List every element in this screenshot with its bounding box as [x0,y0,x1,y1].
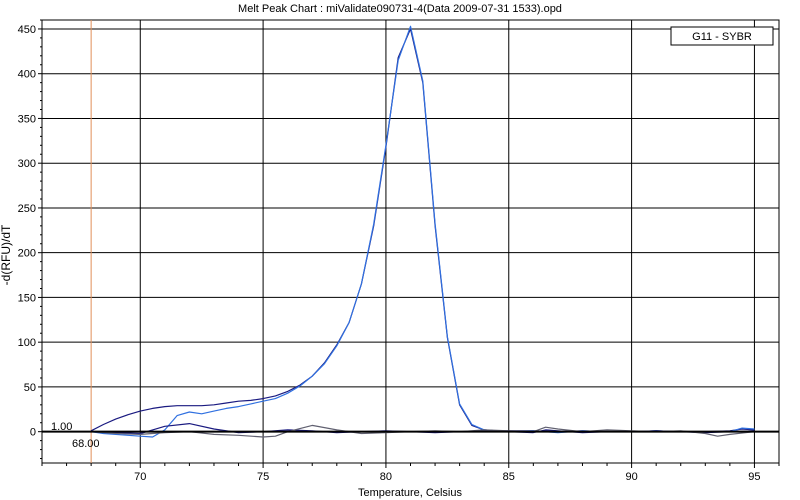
x-tick-label: 90 [625,471,637,483]
x-tick-label: 80 [380,471,392,483]
y-tick-label: 200 [18,248,36,260]
plot-area [41,19,780,464]
axes: 0 50 100 150 200 250 300 350 400 450 70 75 80 85 90 95 [18,19,780,483]
x-axis-label: Temperature, Celsius [358,487,462,499]
y-tick-label: 400 [18,69,36,81]
plot-frame [41,19,780,464]
grid-lines [42,20,779,463]
legend-entry: G11 - SYBR [692,31,752,43]
legend: G11 - SYBR [670,26,774,46]
y-tick-label: 450 [18,24,36,36]
start-temp-label: 68.00 [72,438,100,450]
y-tick-label: 150 [18,292,36,304]
series-layer [42,25,779,438]
x-tick-label: 75 [257,471,269,483]
x-tick-label: 85 [503,471,515,483]
legend-frame [670,26,774,46]
y-axis-label: -d(RFU)/dT [0,224,13,285]
threshold-label: 1.00 [51,421,72,433]
y-tick-label: 100 [18,337,36,349]
y-tick-label: 350 [18,113,36,125]
y-tick-label: 300 [18,158,36,170]
x-tick-label: 70 [134,471,146,483]
y-tick-label: 50 [24,382,36,394]
chart-title: Melt Peak Chart : miValidate090731-4(Dat… [238,3,562,15]
y-tick-label: 0 [30,427,36,439]
x-tick-label: 95 [748,471,760,483]
y-tick-label: 250 [18,203,36,215]
